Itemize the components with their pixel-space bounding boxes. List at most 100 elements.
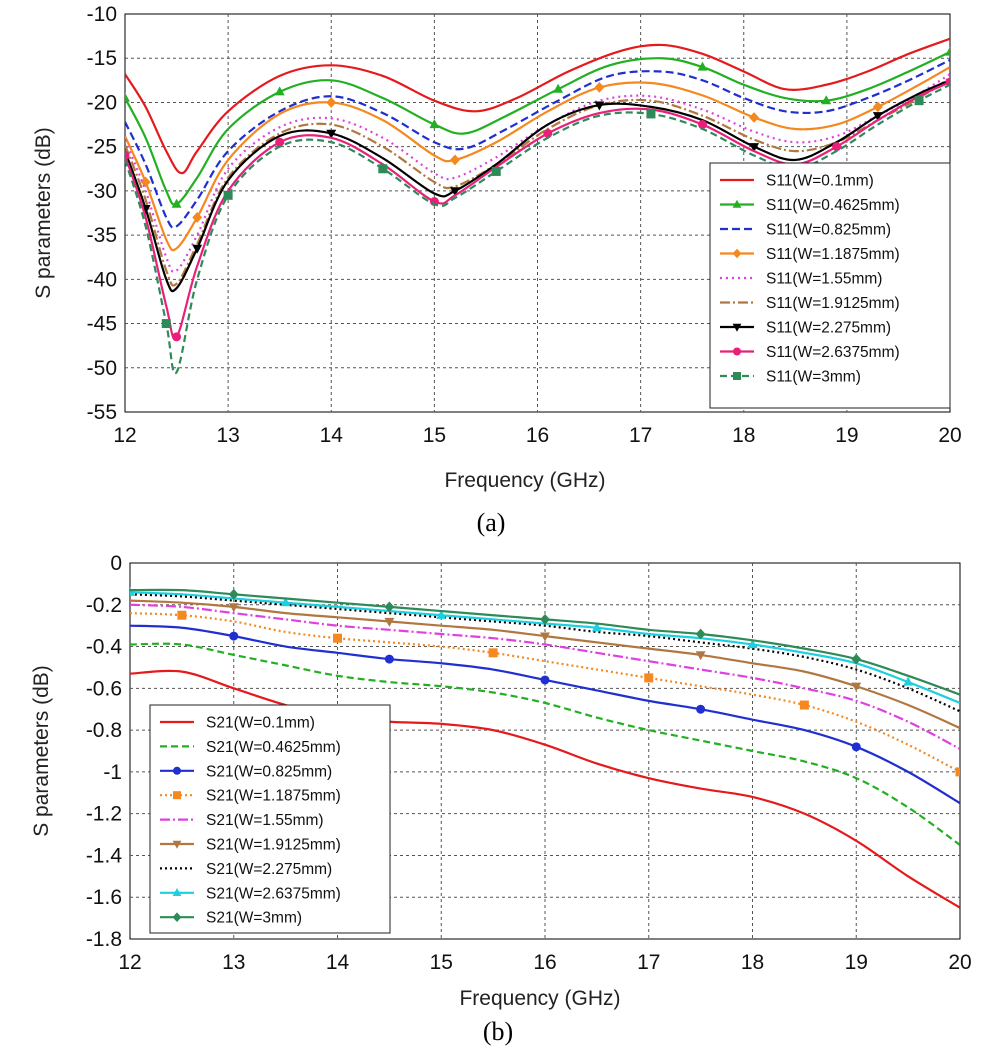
y-tick-label: -0.8 — [86, 719, 122, 742]
data-point — [436, 609, 447, 619]
y-tick-label: -30 — [87, 180, 117, 203]
data-point — [851, 682, 862, 692]
data-point — [125, 92, 130, 102]
legend-marker — [732, 323, 742, 332]
x-axis-label-a: Frequency (GHz) — [444, 469, 605, 492]
chart-panel-b: 12 13 14 15 16 17 18 19 20 0 -0.2 -0.4 -0.6 -0.8 -1 -1.… — [30, 552, 972, 1046]
series-3 — [130, 624, 960, 805]
series-7 — [125, 79, 950, 293]
data-point — [275, 137, 285, 147]
data-point — [698, 120, 707, 130]
y-tick-label: -20 — [87, 91, 117, 114]
legend-a: S11(W=0.1mm) S11(W=0.4625mm) S11(W=0.825mm… — [709, 162, 951, 409]
y-tick-label: -50 — [87, 357, 117, 380]
data-point — [326, 97, 337, 108]
data-point — [851, 742, 861, 752]
legend-label: S21(W=1.1875mm) — [206, 788, 341, 805]
data-point — [140, 176, 151, 188]
y-tick-label: -10 — [87, 3, 117, 26]
data-point — [903, 676, 914, 686]
legend-label: S11(W=2.6375mm) — [766, 344, 900, 361]
x-tick-label: 19 — [835, 424, 858, 447]
series-4 — [130, 610, 960, 777]
data-point — [171, 198, 182, 208]
series-7 — [130, 593, 960, 713]
data-point — [749, 143, 760, 153]
data-point — [540, 675, 550, 685]
data-point — [229, 631, 239, 641]
data-point — [914, 96, 924, 106]
series-6 — [130, 599, 960, 730]
legend-label: S21(W=1.9125mm) — [206, 837, 341, 854]
y-tick-label: -1.8 — [86, 928, 122, 951]
legend-marker — [172, 888, 182, 896]
x-tick-label: 12 — [113, 424, 136, 447]
y-tick-label: -35 — [87, 224, 117, 247]
y-tick-label: -1.4 — [86, 844, 123, 867]
data-point — [747, 639, 758, 649]
data-point — [429, 119, 440, 129]
x-tick-label: 16 — [526, 424, 549, 447]
legend-marker — [172, 840, 182, 849]
y-axis-label-a: S parameters (dB) — [32, 127, 55, 299]
data-point — [695, 628, 706, 640]
data-point — [177, 610, 187, 620]
data-point — [553, 83, 564, 93]
series-1 — [125, 37, 950, 175]
y-tick-label: -0.2 — [86, 594, 122, 617]
y-tick-label: -25 — [87, 136, 117, 159]
data-point — [799, 700, 809, 710]
legend-item: S11(W=0.4625mm) — [720, 197, 900, 214]
x-tick-label: 15 — [423, 424, 446, 447]
legend-label: S21(W=0.825mm) — [206, 763, 332, 780]
data-point — [821, 95, 832, 105]
legend-label: S11(W=0.1mm) — [766, 173, 874, 190]
data-point — [955, 767, 960, 777]
legend-item: S11(W=2.275mm) — [720, 320, 891, 337]
legend-label: S11(W=0.825mm) — [766, 222, 891, 239]
series-line — [125, 76, 950, 287]
data-point — [378, 164, 388, 174]
data-point — [223, 190, 233, 200]
data-point — [384, 601, 395, 613]
data-point — [280, 597, 291, 607]
tick-labels-b: 12 13 14 15 16 17 18 19 20 0 -0.2 -0.4 -0.6 -0.8 -1 -1.… — [86, 552, 972, 974]
y-tick-label: -0.4 — [86, 636, 123, 659]
y-tick-label: -15 — [87, 47, 117, 70]
data-point — [851, 653, 862, 665]
data-point — [192, 244, 203, 254]
legend-marker — [733, 347, 741, 356]
x-tick-label: 15 — [430, 951, 453, 974]
legend-item: S11(W=3mm) — [720, 369, 861, 386]
data-point — [326, 129, 337, 139]
series-line — [130, 603, 960, 750]
series-group-b — [130, 586, 960, 909]
legend-label: S11(W=3mm) — [766, 369, 861, 386]
data-point — [488, 648, 498, 658]
legend-item: S11(W=0.825mm) — [720, 222, 891, 239]
series-4 — [125, 66, 950, 252]
y-tick-label: -45 — [87, 313, 117, 336]
legend-item: S21(W=3mm) — [160, 910, 302, 927]
data-point — [646, 109, 656, 119]
y-tick-label: -55 — [87, 401, 117, 424]
data-point — [594, 101, 605, 111]
series-group-a — [125, 37, 950, 375]
y-tick-label: 0 — [110, 552, 122, 575]
series-line — [125, 37, 950, 175]
legend-label: S11(W=0.4625mm) — [766, 197, 900, 214]
legend-item: S21(W=1.1875mm) — [160, 788, 341, 805]
legend-item: S21(W=2.275mm) — [160, 861, 332, 878]
x-tick-label: 18 — [732, 424, 755, 447]
x-tick-label: 12 — [118, 951, 141, 974]
series-line — [125, 73, 950, 273]
legend-marker — [732, 199, 742, 208]
series-line — [130, 612, 960, 773]
data-point — [540, 614, 550, 625]
caption-b: (b) — [483, 1017, 513, 1046]
data-point — [749, 112, 760, 123]
legend-marker — [173, 766, 181, 775]
x-tick-label: 13 — [222, 951, 245, 974]
y-tick-label: -1.2 — [86, 803, 122, 826]
